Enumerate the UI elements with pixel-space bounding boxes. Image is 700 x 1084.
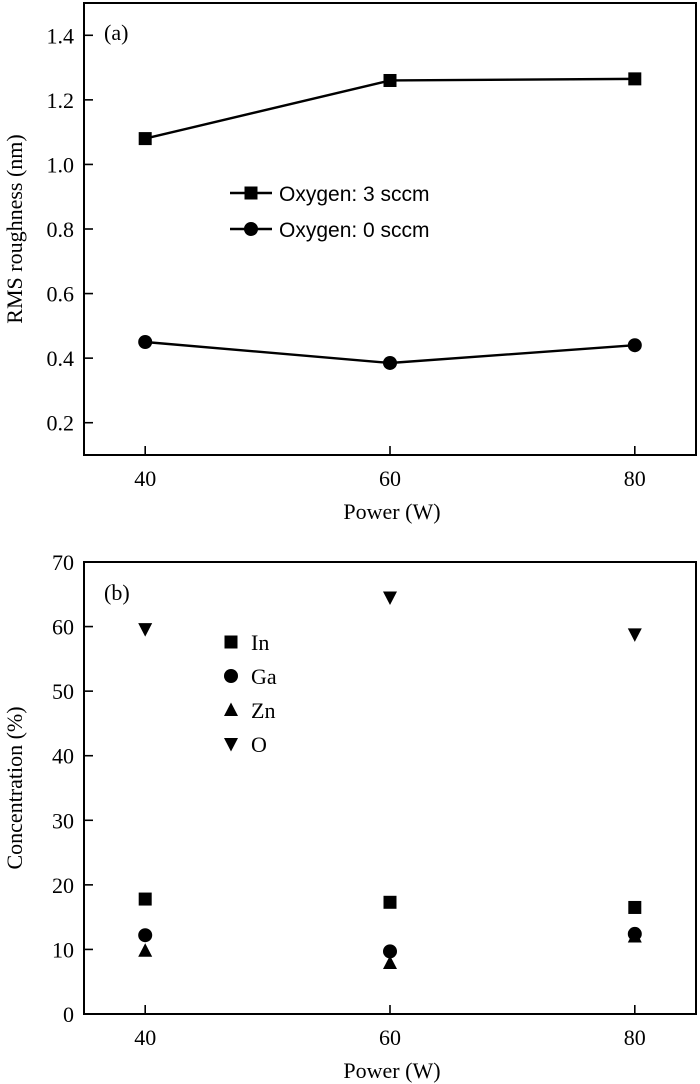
chart-b-legend: In Ga Zn O: [224, 630, 277, 757]
chart-a-series-line-oxygen-3-sccm: [144, 77, 635, 140]
chart-b-x-tick-label: 40: [134, 1025, 156, 1050]
chart-b-point-ga: [383, 944, 397, 959]
chart-b-point-o: [383, 591, 397, 606]
chart-b-y-tick-label: 70: [52, 550, 74, 575]
chart-a-point-oxygen-0-sccm: [627, 338, 642, 353]
chart-b-y-tick-label: 60: [52, 615, 74, 640]
chart-b-x-tick-label: 60: [379, 1025, 401, 1050]
chart-b-legend-label-o: O: [251, 732, 267, 757]
chart-b-y-tick-label: 10: [52, 937, 74, 962]
chart-a-ticks: 0.2 0.4 0.6 0.8 1.0 1.2 1.4 40 60 80: [47, 23, 646, 491]
chart-b-legend-marker-ga: [224, 669, 238, 683]
chart-a-legend-label-oxygen-0-sccm: Oxygen: 0 sccm: [279, 219, 430, 242]
chart-b-point-zn: [627, 929, 642, 943]
chart-a: (a) 0.2 0.4 0.6 0.8 1.0 1.2 1.4 40 60 80 Oxygen: …: [2, 2, 697, 524]
chart-b-legend-marker-zn: [224, 702, 238, 716]
chart-b-legend-marker-in: [224, 635, 238, 649]
chart-b-point-in: [138, 892, 152, 906]
chart-b-series: [138, 591, 642, 969]
chart-a-legend-marker-oxygen-3-sccm: [244, 186, 258, 200]
chart-b-point-zn: [383, 955, 397, 969]
chart-a-point-oxygen-3-sccm: [138, 132, 152, 146]
chart-a-legend-marker-oxygen-0-sccm: [244, 222, 258, 236]
chart-b-point-in: [628, 900, 642, 914]
chart-a-y-tick-label: 1.4: [47, 23, 75, 48]
chart-a-point-oxygen-3-sccm: [628, 72, 642, 86]
chart-a-x-tick-label: 40: [134, 466, 156, 491]
chart-b-panel-label: (b): [104, 580, 130, 605]
chart-b-x-tick-label: 80: [624, 1025, 646, 1050]
chart-b-y-tick-label: 40: [52, 744, 74, 769]
chart-b-point-zn: [138, 943, 153, 957]
chart-b-point-in: [383, 895, 397, 909]
chart-a-x-axis-title: Power (W): [343, 499, 440, 524]
chart-a-legend-label-oxygen-3-sccm: Oxygen: 3 sccm: [279, 183, 430, 206]
chart-b-y-tick-label: 50: [52, 679, 74, 704]
chart-b-y-tick-label: 30: [52, 808, 74, 833]
chart-a-series: [138, 72, 642, 370]
chart-a-point-oxygen-0-sccm: [138, 335, 153, 349]
chart-a-panel-label: (a): [104, 20, 128, 45]
chart-b-y-tick-label: 0: [63, 1002, 74, 1027]
chart-a-y-tick-label: 0.8: [47, 217, 75, 242]
chart-b-y-axis-title: Concentration (%): [2, 706, 27, 869]
chart-b-ticks: 0 10 20 30 40 50 60 70 40 60 80: [52, 550, 646, 1050]
chart-b-y-tick-label: 20: [52, 873, 74, 898]
chart-a-y-tick-label: 0.2: [47, 411, 75, 436]
chart-a-x-tick-label: 80: [624, 466, 646, 491]
chart-b-legend-label-ga: Ga: [251, 664, 277, 689]
chart-a-y-tick-label: 1.2: [47, 88, 75, 113]
chart-b-legend-marker-o: [224, 738, 238, 752]
chart-a-x-tick-label: 60: [379, 466, 401, 491]
chart-b-legend-label-zn: Zn: [251, 698, 275, 723]
chart-b-x-axis-title: Power (W): [343, 1058, 440, 1083]
chart-b: (b) 0 10 20 30 40 50 60 70 40 60 80 In Ga Zn O Power …: [2, 550, 697, 1083]
chart-b-legend-label-in: In: [251, 630, 269, 655]
chart-b-point-o: [627, 628, 642, 642]
chart-a-y-tick-label: 1.0: [47, 152, 75, 177]
chart-a-point-oxygen-0-sccm: [383, 355, 397, 370]
chart-a-y-axis-title: RMS roughness (nm): [2, 134, 27, 323]
chart-a-legend: Oxygen: 3 sccm Oxygen: 0 sccm: [230, 183, 430, 242]
chart-a-y-tick-label: 0.4: [47, 346, 75, 371]
chart-a-y-tick-label: 0.6: [47, 282, 75, 307]
chart-b-point-ga: [138, 928, 153, 943]
chart-b-point-o: [138, 623, 153, 637]
chart-a-point-oxygen-3-sccm: [383, 73, 397, 87]
